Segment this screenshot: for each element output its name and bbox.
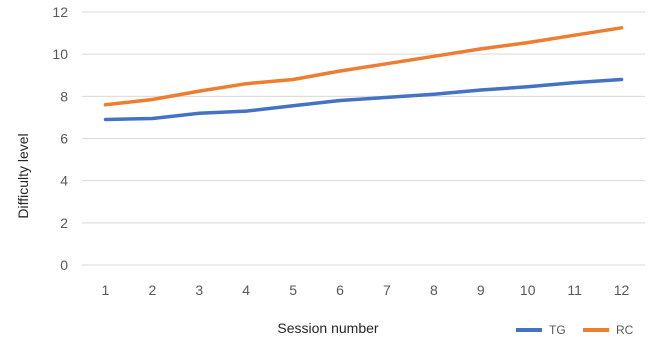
y-tick-label: 12 [52,4,68,20]
y-tick-label: 4 [60,173,68,189]
y-axis-title: Difficulty level [15,133,31,218]
x-tick-label: 2 [148,282,156,298]
x-tick-label: 5 [289,282,297,298]
x-tick-label: 12 [614,282,630,298]
y-tick-label: 8 [60,88,68,104]
x-tick-label: 1 [102,282,110,298]
y-tick-labels: 0 2 4 6 8 10 12 [52,4,68,273]
y-tick-label: 10 [52,46,68,62]
x-tick-label: 8 [430,282,438,298]
legend-label-tg: TG [549,323,566,337]
y-tick-label: 6 [60,131,68,147]
series-line-rc [103,26,624,107]
series-line-tg [103,77,624,122]
x-tick-label: 9 [477,282,485,298]
legend-label-rc: RC [616,323,634,337]
y-tick-label: 0 [60,257,68,273]
x-tick-label: 3 [195,282,203,298]
legend: TG RC [516,323,634,337]
gridlines [82,11,645,266]
x-tick-labels: 1 2 3 4 5 6 7 8 9 10 11 12 [102,282,630,298]
x-tick-label: 4 [242,282,250,298]
x-tick-label: 6 [336,282,344,298]
series-lines [103,26,624,122]
x-tick-label: 11 [567,282,582,298]
x-tick-label: 7 [383,282,391,298]
x-axis-title: Session number [277,320,379,336]
x-tick-label: 10 [520,282,536,298]
y-tick-label: 2 [60,215,68,231]
